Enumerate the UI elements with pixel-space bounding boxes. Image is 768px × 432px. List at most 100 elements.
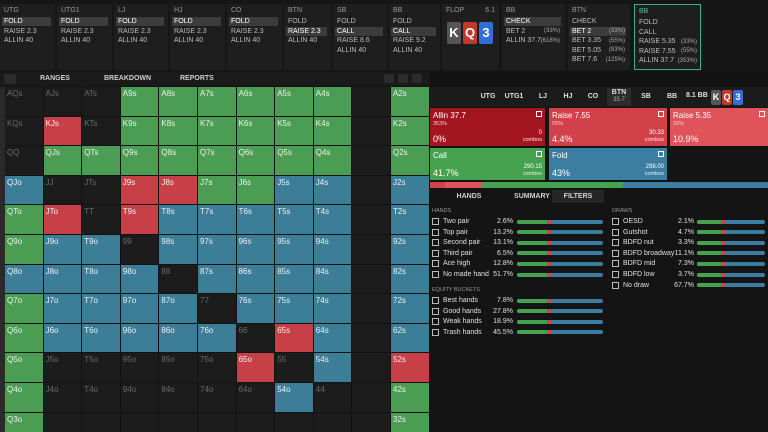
- hand-cell[interactable]: Q3o: [5, 412, 43, 432]
- hand-cell[interactable]: [352, 87, 390, 116]
- hand-cell[interactable]: 84s: [313, 264, 352, 294]
- action-option[interactable]: ALLIN 40: [286, 36, 327, 45]
- hand-cell[interactable]: KTs: [82, 116, 120, 146]
- hand-cell[interactable]: A9s: [120, 87, 159, 116]
- action-option[interactable]: BET 7.6 (125%): [570, 55, 626, 64]
- hand-cell[interactable]: 94s: [313, 235, 352, 264]
- hand-cell[interactable]: T5o: [82, 353, 120, 382]
- hand-cell[interactable]: [198, 412, 236, 432]
- hand-cell[interactable]: J5s: [275, 175, 313, 205]
- hand-cell[interactable]: [352, 353, 390, 382]
- position[interactable]: HJ: [556, 88, 580, 106]
- action-column[interactable]: BB CHECK BET 2 (33%) ALLIN 37.7 (618%): [502, 4, 565, 70]
- action-option[interactable]: ALLIN 40: [391, 46, 436, 55]
- hand-cell[interactable]: 62s: [391, 323, 429, 353]
- hand-cell[interactable]: [352, 116, 390, 146]
- hand-cell[interactable]: 97o: [120, 294, 159, 323]
- hand-cell[interactable]: Q9o: [5, 235, 43, 264]
- hand-cell[interactable]: Q7o: [5, 294, 43, 323]
- action-option[interactable]: RAISE 7.55 (55%): [637, 47, 698, 56]
- action-column[interactable]: SB FOLD CALL RAISE 8.6 ALLIN 40: [333, 4, 387, 70]
- action-option[interactable]: FOLD: [335, 17, 383, 26]
- hand-cell[interactable]: 96o: [120, 323, 159, 353]
- position[interactable]: UTG1: [502, 88, 526, 106]
- hand-cell[interactable]: K8s: [159, 116, 197, 146]
- action-option[interactable]: RAISE 2.3: [2, 27, 51, 36]
- hand-cell[interactable]: [352, 205, 390, 234]
- action-option[interactable]: RAISE 2.3: [286, 26, 327, 36]
- hand-cell[interactable]: QJs: [43, 146, 82, 175]
- hand-cell[interactable]: T4o: [82, 383, 120, 412]
- checkbox[interactable]: [432, 260, 439, 268]
- hand-cell[interactable]: 65s: [275, 323, 313, 353]
- hand-cell[interactable]: 66: [236, 323, 275, 353]
- hand-cell[interactable]: T6o: [82, 323, 120, 353]
- hand-cell[interactable]: QQ: [5, 146, 43, 175]
- action-option[interactable]: FOLD: [59, 17, 108, 26]
- hand-cell[interactable]: A8s: [159, 87, 197, 116]
- hand-cell[interactable]: 42s: [391, 383, 429, 412]
- action-option[interactable]: FOLD: [391, 17, 436, 26]
- hand-cell[interactable]: [352, 294, 390, 323]
- position[interactable]: BTN 35.7: [607, 88, 631, 106]
- checkbox[interactable]: [612, 218, 619, 225]
- action-option[interactable]: CALL: [637, 28, 698, 37]
- action-option[interactable]: ALLIN 40: [335, 46, 383, 55]
- hand-cell[interactable]: 94o: [120, 383, 159, 412]
- hand-cell[interactable]: 65o: [236, 353, 275, 382]
- hand-cell[interactable]: T7s: [198, 205, 236, 234]
- hand-cell[interactable]: J8s: [159, 175, 197, 205]
- action-option[interactable]: CHECK: [504, 17, 561, 26]
- hand-cell[interactable]: A4s: [313, 87, 352, 116]
- hand-cell[interactable]: [275, 412, 313, 432]
- hand-cell[interactable]: Q9s: [120, 146, 159, 175]
- hand-cell[interactable]: Q5s: [275, 146, 313, 175]
- panel-tab[interactable]: SUMMARY: [500, 190, 564, 203]
- action-option[interactable]: ALLIN 40: [172, 36, 221, 45]
- hand-cell[interactable]: ATs: [82, 87, 120, 116]
- hand-cell[interactable]: [82, 412, 120, 432]
- hand-cell[interactable]: A2s: [391, 87, 429, 116]
- hand-cell[interactable]: 75o: [198, 353, 236, 382]
- hand-cell[interactable]: QTo: [5, 205, 43, 234]
- toolbar-tab[interactable]: REPORTS: [180, 75, 214, 82]
- hand-cell[interactable]: 96s: [236, 235, 275, 264]
- hand-cell[interactable]: T4s: [313, 205, 352, 234]
- hand-cell[interactable]: Q2s: [391, 146, 429, 175]
- hand-cell[interactable]: 75s: [275, 294, 313, 323]
- hand-cell[interactable]: [352, 175, 390, 205]
- action-option[interactable]: RAISE 5.35 (33%): [637, 37, 698, 46]
- action-option[interactable]: RAISE 2.3: [172, 27, 221, 36]
- action-option[interactable]: RAISE 9.2: [391, 36, 436, 45]
- hand-cell[interactable]: 74o: [198, 383, 236, 412]
- hand-cell[interactable]: K9s: [120, 116, 159, 146]
- checkbox[interactable]: [612, 249, 619, 257]
- hand-cell[interactable]: 52s: [391, 353, 429, 382]
- checkbox[interactable]: [432, 307, 439, 315]
- hand-cell[interactable]: 74s: [313, 294, 352, 323]
- action-option[interactable]: FOLD: [229, 17, 278, 26]
- hand-cell[interactable]: 97s: [198, 235, 236, 264]
- hand-cell[interactable]: KJs: [43, 116, 82, 146]
- hand-cell[interactable]: 88: [159, 264, 197, 294]
- hand-cell[interactable]: 95s: [275, 235, 313, 264]
- hand-cell[interactable]: JJ: [43, 175, 82, 205]
- action-option[interactable]: ALLIN 40: [2, 36, 51, 45]
- hand-cell[interactable]: 82s: [391, 264, 429, 294]
- hand-cell[interactable]: 44: [313, 383, 352, 412]
- action-option[interactable]: RAISE 2.3: [229, 27, 278, 36]
- hand-cell[interactable]: J9o: [43, 235, 82, 264]
- action-column[interactable]: BTN CHECK BET 2 (33%) BET 3.35 (55%) BET 5.05(…: [568, 4, 630, 70]
- action-option[interactable]: ALLIN 40: [116, 36, 164, 45]
- strategy-action[interactable]: Raise 7.55 55% 30.33 combos 4.4%: [549, 108, 667, 146]
- hand-cell[interactable]: QTs: [82, 146, 120, 175]
- hand-cell[interactable]: JTs: [82, 175, 120, 205]
- checkbox[interactable]: [612, 271, 619, 278]
- action-option[interactable]: FOLD: [286, 17, 327, 26]
- hand-cell[interactable]: J7s: [198, 175, 236, 205]
- hand-cell[interactable]: 98s: [159, 235, 197, 264]
- hand-cell[interactable]: KQs: [5, 116, 43, 146]
- hand-cell[interactable]: 76s: [236, 294, 275, 323]
- checkbox[interactable]: [612, 260, 619, 268]
- hand-cell[interactable]: Q4s: [313, 146, 352, 175]
